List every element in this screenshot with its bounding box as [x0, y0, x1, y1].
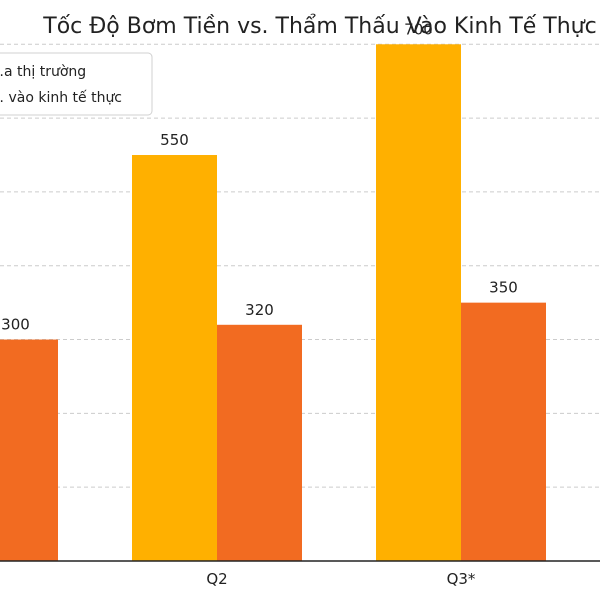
data-label-series-0-Q3*: 700: [404, 20, 433, 38]
bar-series-1-Q2: [217, 324, 302, 561]
bar-series-0-Q2: [132, 155, 217, 561]
chart-title: Tốc Độ Bơm Tiền vs. Thẩm Thấu Vào Kinh T…: [42, 14, 596, 39]
data-labels: 550 700 300 320 350: [1, 20, 518, 333]
x-tick-label-Q2: Q2: [206, 570, 227, 588]
bars: [0, 44, 546, 561]
x-tick-label-Q3*: Q3*: [447, 570, 476, 588]
data-label-series-1-Q3*: 350: [489, 279, 518, 297]
data-label-series-1-Q2: 320: [245, 301, 274, 319]
legend-entry-0: …a thị trường: [0, 64, 86, 80]
legend-box: [0, 52, 153, 116]
legend-entry-1: … vào kinh tế thực: [0, 89, 122, 106]
bar-series-0-Q3*: [376, 44, 461, 561]
data-label-series-0-Q2: 550: [160, 131, 189, 149]
bar-series-1-Q3*: [461, 302, 546, 561]
x-tick-labels: Q1Q2Q3*: [206, 570, 476, 588]
legend: …a thị trường … vào kinh tế thực: [0, 52, 153, 116]
bar-series-1-Q1: [0, 339, 58, 561]
data-label-series-1-Q1: 300: [1, 316, 30, 334]
